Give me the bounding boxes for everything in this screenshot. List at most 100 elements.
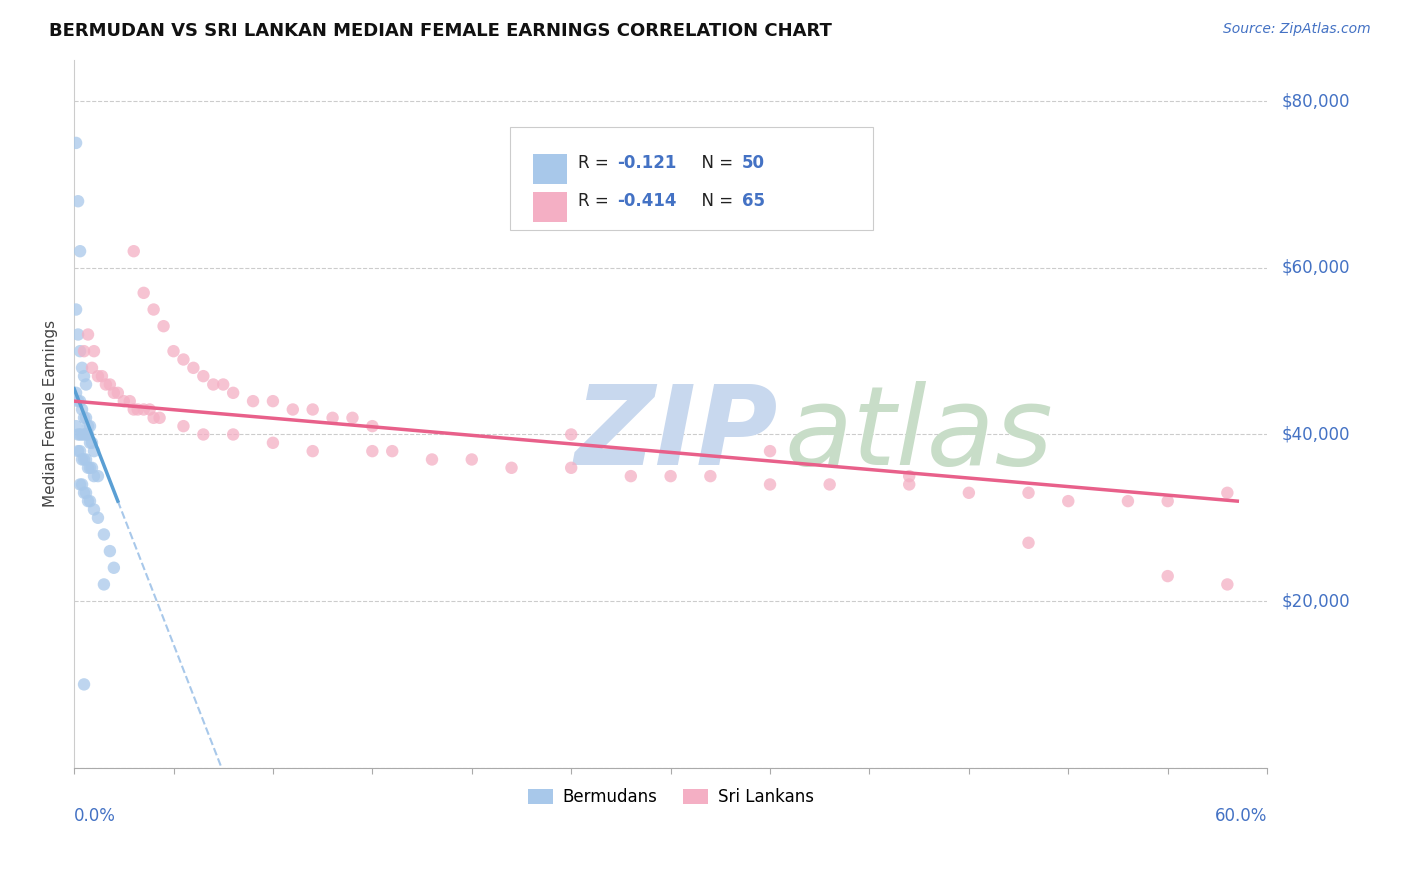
Point xyxy=(149,410,172,425)
Point xyxy=(659,469,682,483)
Text: 0.0%: 0.0% xyxy=(75,806,115,824)
Text: 65: 65 xyxy=(742,192,765,210)
Text: $80,000: $80,000 xyxy=(1281,92,1350,111)
Point xyxy=(83,469,105,483)
Point xyxy=(69,244,91,259)
Point xyxy=(699,469,721,483)
Point xyxy=(957,485,980,500)
Point xyxy=(242,394,264,409)
Point xyxy=(132,402,155,417)
Point xyxy=(73,677,96,691)
Point xyxy=(75,377,97,392)
Point xyxy=(98,377,121,392)
Point xyxy=(65,419,87,434)
Point xyxy=(73,344,96,359)
Point xyxy=(222,427,245,442)
Point xyxy=(79,435,101,450)
Point xyxy=(77,419,100,434)
Point xyxy=(93,527,115,541)
Point xyxy=(301,444,323,458)
Point xyxy=(103,561,125,575)
Text: N =: N = xyxy=(690,192,738,210)
Point xyxy=(70,477,93,491)
Point xyxy=(67,394,90,409)
Point xyxy=(262,435,284,450)
Point xyxy=(759,444,782,458)
Point xyxy=(70,402,93,417)
Point xyxy=(560,427,582,442)
Point xyxy=(87,469,110,483)
Text: $40,000: $40,000 xyxy=(1281,425,1350,443)
Point xyxy=(1216,485,1239,500)
Point xyxy=(1057,494,1080,508)
Point xyxy=(262,394,284,409)
Point xyxy=(103,385,125,400)
Point xyxy=(69,394,91,409)
Point xyxy=(73,452,96,467)
Point xyxy=(80,460,103,475)
Point xyxy=(87,510,110,524)
Point xyxy=(152,319,174,334)
Point xyxy=(212,377,235,392)
Point xyxy=(222,385,245,400)
Point xyxy=(87,369,110,384)
Point xyxy=(93,577,115,591)
Text: R =: R = xyxy=(578,153,613,172)
Bar xyxy=(533,192,567,222)
Point xyxy=(83,502,105,516)
Point xyxy=(1157,494,1180,508)
Point xyxy=(127,402,149,417)
Text: -0.414: -0.414 xyxy=(617,192,676,210)
Point xyxy=(322,410,344,425)
Point xyxy=(77,427,100,442)
Point xyxy=(98,544,121,558)
Text: N =: N = xyxy=(690,153,738,172)
Point xyxy=(361,444,384,458)
Y-axis label: Median Female Earnings: Median Female Earnings xyxy=(44,320,58,508)
Point xyxy=(142,302,165,317)
Point xyxy=(67,327,90,342)
Point xyxy=(132,285,155,300)
Point xyxy=(77,327,100,342)
Point xyxy=(77,460,100,475)
Point xyxy=(122,402,145,417)
Point xyxy=(75,452,97,467)
Point xyxy=(461,452,484,467)
Point xyxy=(69,477,91,491)
Point xyxy=(759,477,782,491)
Point xyxy=(162,344,184,359)
Point xyxy=(70,427,93,442)
Point xyxy=(65,136,87,150)
Point xyxy=(73,485,96,500)
Bar xyxy=(533,153,567,184)
Point xyxy=(193,369,215,384)
Point xyxy=(80,360,103,375)
Point xyxy=(281,402,304,417)
Point xyxy=(1216,577,1239,591)
Point xyxy=(138,402,160,417)
Point xyxy=(79,494,101,508)
Text: 60.0%: 60.0% xyxy=(1215,806,1267,824)
Point xyxy=(193,427,215,442)
Point xyxy=(183,360,205,375)
Point xyxy=(69,427,91,442)
Point xyxy=(67,194,90,209)
Point xyxy=(620,469,643,483)
Text: Source: ZipAtlas.com: Source: ZipAtlas.com xyxy=(1223,22,1371,37)
Point xyxy=(83,344,105,359)
Point xyxy=(1018,535,1040,549)
Point xyxy=(202,377,225,392)
Point xyxy=(69,444,91,458)
Point xyxy=(301,402,323,417)
Point xyxy=(1116,494,1139,508)
Point xyxy=(818,477,841,491)
Point xyxy=(90,369,112,384)
Text: BERMUDAN VS SRI LANKAN MEDIAN FEMALE EARNINGS CORRELATION CHART: BERMUDAN VS SRI LANKAN MEDIAN FEMALE EAR… xyxy=(49,22,832,40)
Point xyxy=(75,410,97,425)
Text: R =: R = xyxy=(578,192,613,210)
Point xyxy=(1157,569,1180,583)
Point xyxy=(420,452,443,467)
Point xyxy=(73,410,96,425)
Point xyxy=(107,385,129,400)
Text: $60,000: $60,000 xyxy=(1281,259,1350,277)
